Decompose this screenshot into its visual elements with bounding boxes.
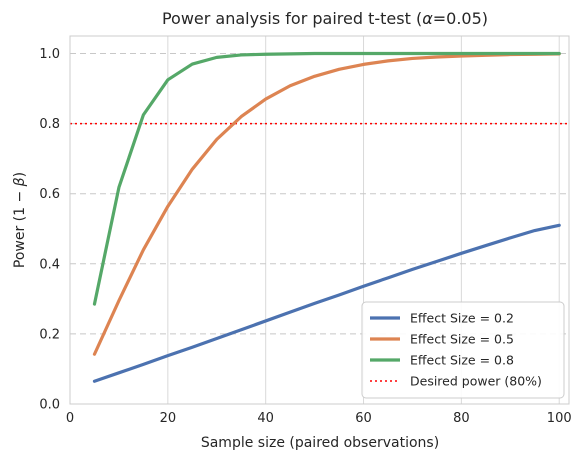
x-tick-label: 20 bbox=[160, 411, 177, 426]
chart-title-prefix: Power analysis for paired t-test ( bbox=[162, 9, 422, 28]
x-tick-label: 40 bbox=[257, 411, 274, 426]
y-tick-label: 1.0 bbox=[39, 47, 60, 62]
y-axis-label-suffix: ) bbox=[12, 172, 28, 177]
series-line-2 bbox=[92, 52, 561, 356]
y-axis-label-beta-symbol: β bbox=[12, 177, 28, 187]
y-axis-label-prefix: Power (1 − bbox=[12, 186, 28, 268]
y-tick-label: 0.6 bbox=[39, 187, 60, 202]
legend-label-2: Effect Size = 0.5 bbox=[410, 332, 514, 347]
y-tick-label: 0.0 bbox=[39, 398, 60, 413]
y-tick-label: 0.8 bbox=[39, 117, 60, 132]
x-axis-label: Sample size (paired observations) bbox=[201, 435, 439, 451]
x-axis-ticks: 0 20 40 60 80 100 bbox=[66, 411, 572, 426]
x-tick-label: 80 bbox=[453, 411, 470, 426]
series-line-1 bbox=[92, 223, 561, 383]
chart-title-suffix: =0.05) bbox=[433, 9, 488, 28]
y-tick-label: 0.4 bbox=[39, 257, 60, 272]
legend-label-1: Effect Size = 0.2 bbox=[410, 311, 514, 326]
x-tick-label: 0 bbox=[66, 411, 74, 426]
legend-label-reference: Desired power (80%) bbox=[410, 374, 542, 389]
y-axis-ticks: 0.0 0.2 0.4 0.6 0.8 1.0 bbox=[39, 47, 60, 412]
legend: Effect Size = 0.2 Effect Size = 0.5 Effect… bbox=[361, 301, 565, 399]
x-tick-label: 100 bbox=[547, 411, 572, 426]
y-axis-label: Power (1 − β) bbox=[12, 172, 28, 268]
legend-box bbox=[361, 301, 565, 399]
x-tick-label: 60 bbox=[355, 411, 372, 426]
series-lines bbox=[92, 51, 561, 383]
legend-label-3: Effect Size = 0.8 bbox=[410, 353, 514, 368]
chart-title: Power analysis for paired t-test (α=0.05… bbox=[162, 9, 488, 28]
series-line-3 bbox=[92, 51, 561, 306]
y-tick-label: 0.2 bbox=[39, 327, 60, 342]
chart-title-alpha-symbol: α bbox=[422, 9, 433, 28]
plot-frame bbox=[69, 35, 570, 405]
legend-items: Effect Size = 0.2 Effect Size = 0.5 Effect… bbox=[370, 311, 542, 389]
